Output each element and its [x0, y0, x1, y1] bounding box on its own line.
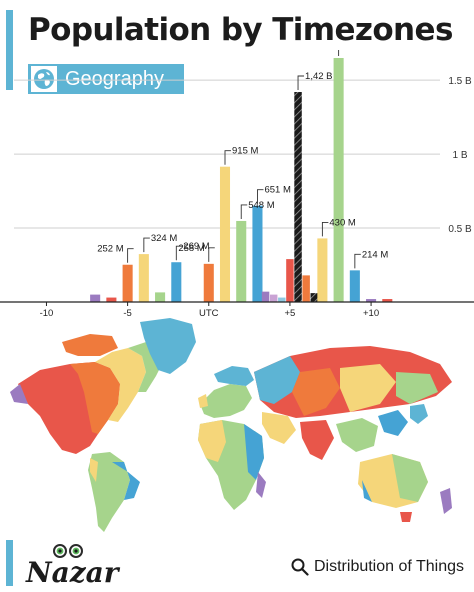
- category-label: Geography: [65, 67, 164, 90]
- timezone-bar: [366, 299, 377, 302]
- timezone-bar: [310, 293, 319, 302]
- timezone-bar: [278, 297, 286, 302]
- timezone-bar: [219, 166, 231, 302]
- accent-bar-top: [6, 10, 13, 90]
- timezone-bar: [236, 220, 247, 302]
- world-timezone-map: [10, 318, 452, 532]
- search-icon: [291, 558, 309, 576]
- south-america-region: [88, 452, 140, 532]
- brand-name: Nazar: [25, 556, 121, 588]
- data-label: 1,42 B: [305, 71, 332, 82]
- timezone-bar: [269, 294, 278, 302]
- x-tick-label: -10: [40, 308, 54, 319]
- data-label: 430 M: [329, 217, 355, 228]
- timezone-bar: [302, 275, 310, 302]
- globe-icon: [31, 66, 57, 92]
- data-label: 548 M: [248, 200, 274, 211]
- data-label-leader: [143, 237, 150, 253]
- y-tick-label: 0.5 B: [448, 224, 472, 235]
- data-label: 324 M: [151, 233, 177, 244]
- data-label-leader: [297, 75, 305, 91]
- timezone-bar: [171, 262, 182, 302]
- y-tick-label: 1.5 B: [448, 76, 472, 87]
- page-title: Population by Timezones: [28, 12, 453, 48]
- category-badge: Geography: [28, 64, 184, 94]
- data-label-leader: [175, 245, 183, 261]
- data-label-leader: [338, 50, 340, 56]
- timezone-bar: [203, 263, 214, 302]
- x-tick-label: -5: [123, 308, 131, 319]
- timezone-bar: [286, 259, 294, 302]
- timezone-bar: [349, 270, 360, 302]
- timezone-bar: [333, 58, 344, 302]
- x-tick-label: UTC: [199, 308, 219, 319]
- europe-region: [198, 366, 254, 418]
- eye-icon: [53, 544, 83, 558]
- data-label: 214 M: [362, 249, 388, 260]
- timezone-bar: [252, 205, 263, 302]
- timezone-bar: [122, 264, 133, 302]
- credit-line: Distribution of Things: [291, 558, 464, 576]
- data-label-leader: [354, 253, 361, 269]
- data-label: 258 M: [178, 243, 204, 254]
- timezone-bar: [261, 291, 270, 302]
- africa-region: [198, 420, 266, 510]
- oceania-region: [358, 454, 452, 522]
- x-tick-label: +5: [285, 308, 296, 319]
- timezone-bar: [138, 254, 149, 302]
- data-label-leader: [224, 150, 231, 165]
- data-label-leader: [240, 204, 248, 219]
- timezone-bar: [155, 292, 166, 302]
- north-america-region: [10, 318, 196, 454]
- data-label-leader: [257, 189, 264, 204]
- data-label-leader: [127, 248, 134, 263]
- timezone-bar: [90, 294, 101, 302]
- timezone-bar: [294, 92, 302, 302]
- credit-text: Distribution of Things: [314, 558, 464, 575]
- timezone-bar: [317, 238, 328, 302]
- data-label-leader: [321, 221, 329, 237]
- timezone-bar: [106, 297, 117, 302]
- data-label-leader: [208, 247, 215, 262]
- y-tick-label: 1 B: [452, 150, 467, 161]
- data-label: 915 M: [232, 146, 258, 157]
- accent-bar-bottom: [6, 540, 13, 586]
- x-tick-label: +10: [363, 308, 379, 319]
- data-label: 651 M: [264, 185, 290, 196]
- data-label: 252 M: [97, 244, 123, 255]
- timezone-bar: [382, 299, 393, 302]
- asia-region: [254, 346, 452, 460]
- nazar-logo: Nazar: [25, 544, 121, 588]
- data-label: 269 M: [183, 241, 209, 252]
